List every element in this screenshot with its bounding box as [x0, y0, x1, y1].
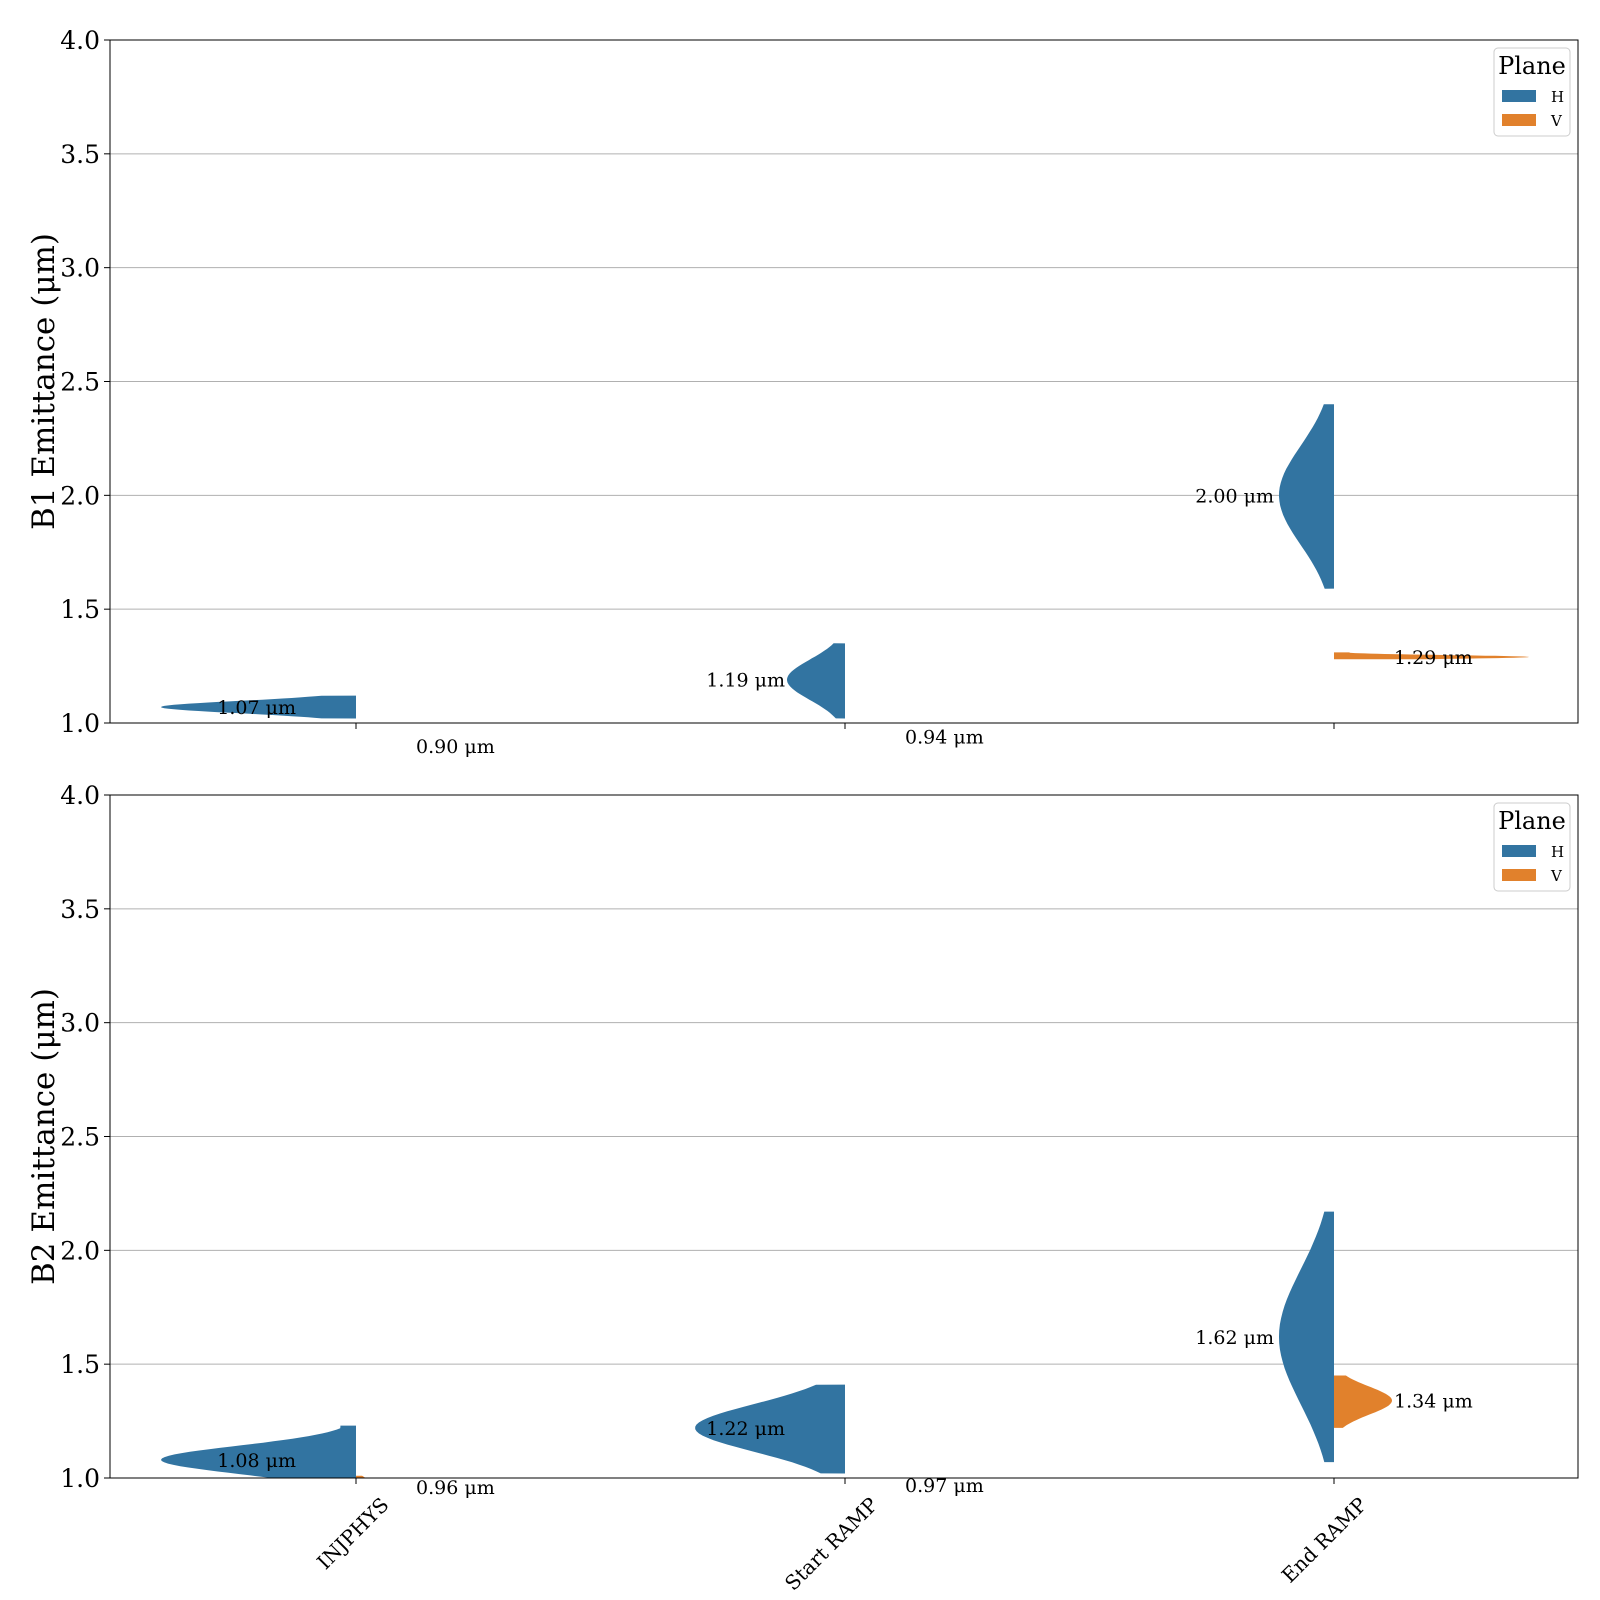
y-tick-label: 2.0 [60, 1236, 100, 1265]
median-annotation: 1.22 μm [706, 1418, 785, 1440]
y-tick-label: 1.5 [60, 1350, 100, 1379]
y-tick-label: 2.5 [60, 1123, 100, 1152]
violin-V-end-ramp [1334, 652, 1529, 660]
legend-entry-H: H [1551, 88, 1564, 106]
violin-V-injphys [356, 1475, 367, 1478]
violin-V-injphys [356, 723, 376, 769]
y-tick-label: 4.0 [60, 781, 100, 810]
axes-frame [109, 39, 1579, 724]
median-annotation: 2.00 μm [1195, 485, 1274, 507]
legend: Plane HV [1493, 47, 1571, 137]
y-tick-label: 3.0 [60, 1009, 100, 1038]
y-tick-label: 1.5 [60, 595, 100, 624]
violin-V-start-ramp [845, 1478, 875, 1496]
y-tick-label: 3.0 [60, 254, 100, 283]
axes-frame [109, 794, 1579, 1479]
legend-title: Plane [1498, 52, 1566, 80]
chart-panel-2: 1.0 1.5 2.0 2.5 3.0 3.5 4.0 B2 Emittance (μm) 1.… [26, 781, 1579, 1596]
median-annotation: 1.34 μm [1394, 1391, 1473, 1413]
violin-H-injphys [161, 695, 356, 719]
y-axis-label: B2 Emittance (μm) [26, 988, 62, 1285]
x-category-label: Start RAMP [780, 1493, 883, 1596]
legend-swatch-H [1502, 845, 1536, 857]
y-tick-label: 3.5 [60, 895, 100, 924]
y-tick-label: 2.0 [60, 481, 100, 510]
violin-H-end-ramp [1279, 404, 1334, 589]
violin-H-start-ramp [695, 1384, 845, 1474]
legend-entry-H: H [1551, 843, 1564, 861]
legend-title: Plane [1498, 807, 1566, 835]
legend-swatch-H [1502, 90, 1536, 102]
median-annotation: 0.90 μm [416, 736, 495, 758]
violin-H-end-ramp [1279, 1211, 1334, 1463]
median-annotation: 1.29 μm [1394, 647, 1473, 669]
median-annotation: 1.08 μm [217, 1450, 296, 1472]
y-tick-label: 2.5 [60, 368, 100, 397]
median-annotation: 0.94 μm [905, 727, 984, 749]
y-tick-label: 1.0 [60, 709, 100, 738]
violin-group [161, 1211, 1392, 1496]
legend-entry-V: V [1550, 112, 1563, 130]
x-category-label: INJPHYS [312, 1493, 393, 1574]
median-annotation: 0.97 μm [905, 1475, 984, 1497]
y-tick-label: 3.5 [60, 140, 100, 169]
median-annotation: 1.07 μm [217, 697, 296, 719]
chart-panel-1: 1.0 1.5 2.0 2.5 3.0 3.5 4.0 B1 Emittance (μm) 1.… [26, 26, 1579, 769]
violin-H-start-ramp [787, 643, 845, 719]
legend: Plane HV [1493, 802, 1571, 892]
y-tick-label: 4.0 [60, 26, 100, 55]
y-tick-label: 1.0 [60, 1464, 100, 1493]
violin-group [161, 404, 1529, 769]
median-annotation: 1.19 μm [706, 670, 785, 692]
violin-V-end-ramp [1334, 1375, 1392, 1428]
y-axis-label: B1 Emittance (μm) [26, 233, 62, 530]
legend-entry-V: V [1550, 867, 1563, 885]
legend-swatch-V [1502, 869, 1536, 881]
violin-V-start-ramp [845, 723, 865, 757]
x-category-label: End RAMP [1277, 1493, 1372, 1588]
violin-H-injphys [161, 1425, 356, 1478]
median-annotation: 1.62 μm [1195, 1327, 1274, 1349]
median-annotation: 0.96 μm [416, 1477, 495, 1499]
legend-swatch-V [1502, 114, 1536, 126]
